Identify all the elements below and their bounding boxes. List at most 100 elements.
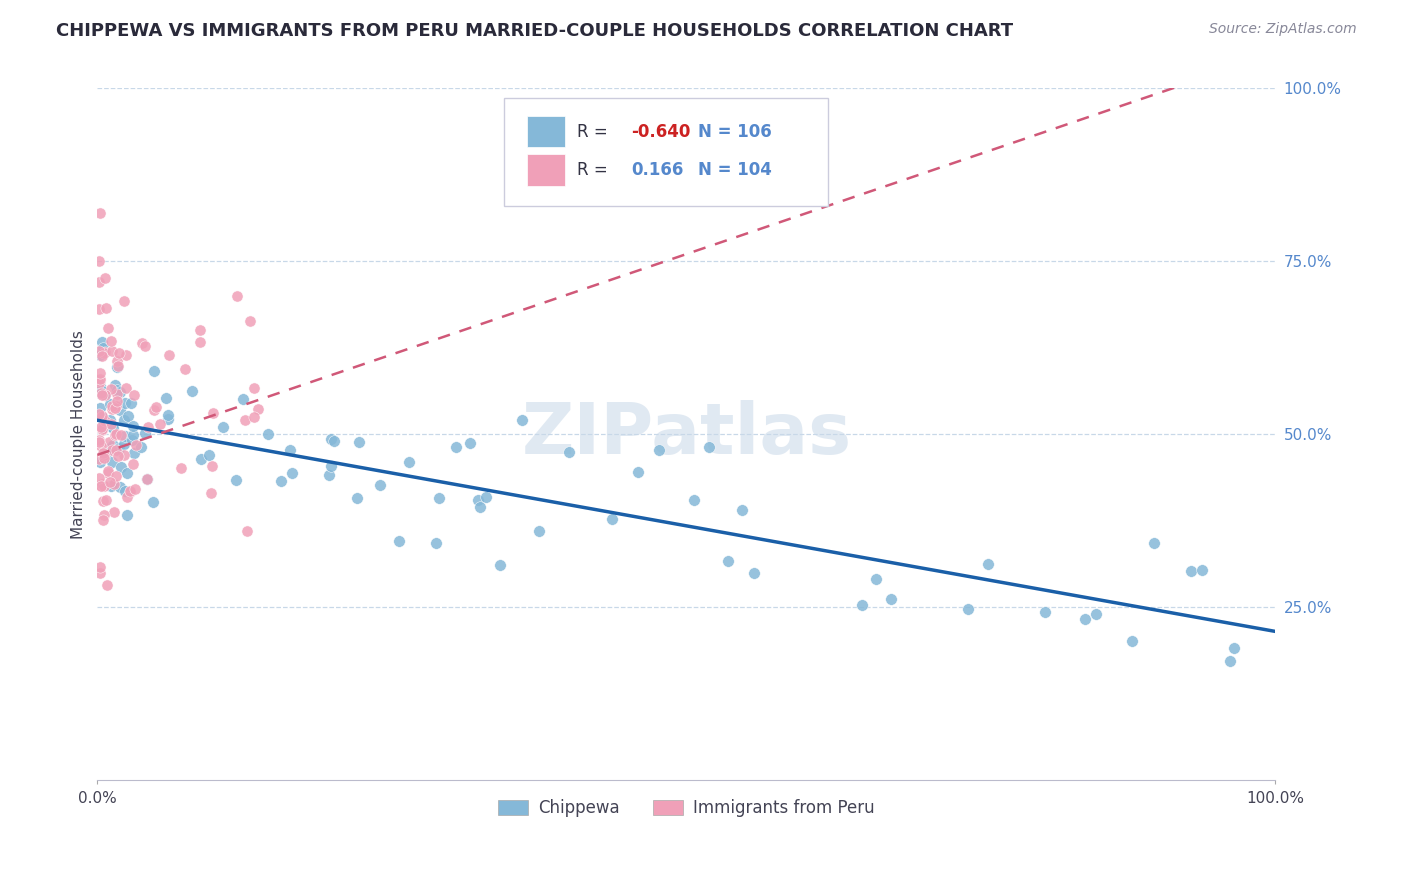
- Point: [136, 472, 159, 486]
- Point: [105, 468, 128, 483]
- Point: [89, 386, 111, 401]
- Point: [97, 465, 120, 479]
- Point: [121, 433, 143, 447]
- Point: [105, 427, 128, 442]
- Point: [188, 323, 211, 337]
- Point: [97, 321, 120, 335]
- Point: [105, 394, 128, 409]
- Point: [190, 451, 212, 466]
- Point: [110, 459, 132, 474]
- Point: [91, 349, 114, 363]
- Point: [87, 302, 110, 317]
- Point: [731, 502, 754, 516]
- Point: [142, 495, 165, 509]
- Point: [1033, 605, 1056, 619]
- Point: [124, 387, 146, 401]
- Point: [90, 383, 112, 397]
- Point: [200, 486, 222, 500]
- Point: [100, 399, 122, 413]
- Point: [89, 478, 111, 492]
- Point: [103, 476, 125, 491]
- Point: [101, 455, 124, 469]
- Point: [1074, 612, 1097, 626]
- Point: [94, 447, 117, 461]
- Point: [93, 508, 115, 522]
- Point: [169, 461, 191, 475]
- Point: [1191, 563, 1213, 577]
- Point: [136, 420, 159, 434]
- Point: [124, 482, 146, 496]
- Text: 0.166: 0.166: [631, 161, 683, 178]
- Point: [149, 417, 172, 432]
- Point: [1219, 654, 1241, 668]
- Point: [93, 448, 115, 462]
- Point: [211, 419, 233, 434]
- Point: [104, 428, 127, 442]
- Point: [180, 384, 202, 398]
- Point: [201, 459, 224, 474]
- Point: [105, 443, 128, 458]
- Point: [87, 408, 110, 422]
- Text: N = 104: N = 104: [699, 161, 772, 178]
- Point: [89, 205, 111, 219]
- Point: [103, 438, 125, 452]
- Point: [108, 480, 131, 494]
- Point: [122, 457, 145, 471]
- Point: [131, 336, 153, 351]
- Point: [100, 420, 122, 434]
- Point: [236, 524, 259, 539]
- Point: [96, 301, 118, 315]
- Point: [91, 513, 114, 527]
- Point: [93, 450, 115, 465]
- Point: [717, 554, 740, 568]
- Point: [91, 445, 114, 459]
- Point: [103, 505, 125, 519]
- Point: [120, 483, 142, 498]
- Point: [134, 339, 156, 353]
- Point: [117, 409, 139, 423]
- Point: [157, 408, 180, 422]
- Point: [112, 293, 135, 308]
- Point: [94, 414, 117, 428]
- Point: [89, 372, 111, 386]
- Point: [281, 466, 304, 480]
- Point: [121, 428, 143, 442]
- Point: [100, 334, 122, 348]
- Point: [112, 448, 135, 462]
- Point: [94, 345, 117, 359]
- Point: [115, 508, 138, 522]
- Point: [256, 427, 278, 442]
- Point: [155, 391, 177, 405]
- Point: [91, 476, 114, 491]
- Point: [198, 448, 221, 462]
- Point: [145, 400, 167, 414]
- Point: [108, 346, 131, 360]
- Point: [90, 420, 112, 434]
- FancyBboxPatch shape: [527, 116, 565, 147]
- Point: [1180, 564, 1202, 578]
- Text: R =: R =: [576, 161, 619, 178]
- Point: [1121, 634, 1143, 648]
- Point: [247, 402, 270, 417]
- Text: N = 106: N = 106: [699, 122, 772, 141]
- Point: [321, 432, 343, 446]
- Point: [1143, 536, 1166, 550]
- Point: [96, 578, 118, 592]
- Point: [87, 254, 110, 268]
- Point: [557, 445, 579, 459]
- Point: [239, 314, 262, 328]
- Point: [87, 452, 110, 467]
- Point: [115, 348, 138, 362]
- Point: [89, 455, 111, 469]
- Point: [321, 458, 343, 473]
- Point: [101, 443, 124, 458]
- Point: [129, 440, 152, 454]
- Point: [270, 474, 292, 488]
- Point: [388, 533, 411, 548]
- Point: [243, 409, 266, 424]
- Point: [87, 343, 110, 358]
- Text: R =: R =: [576, 122, 613, 141]
- Point: [115, 491, 138, 505]
- Point: [600, 512, 623, 526]
- Point: [94, 388, 117, 402]
